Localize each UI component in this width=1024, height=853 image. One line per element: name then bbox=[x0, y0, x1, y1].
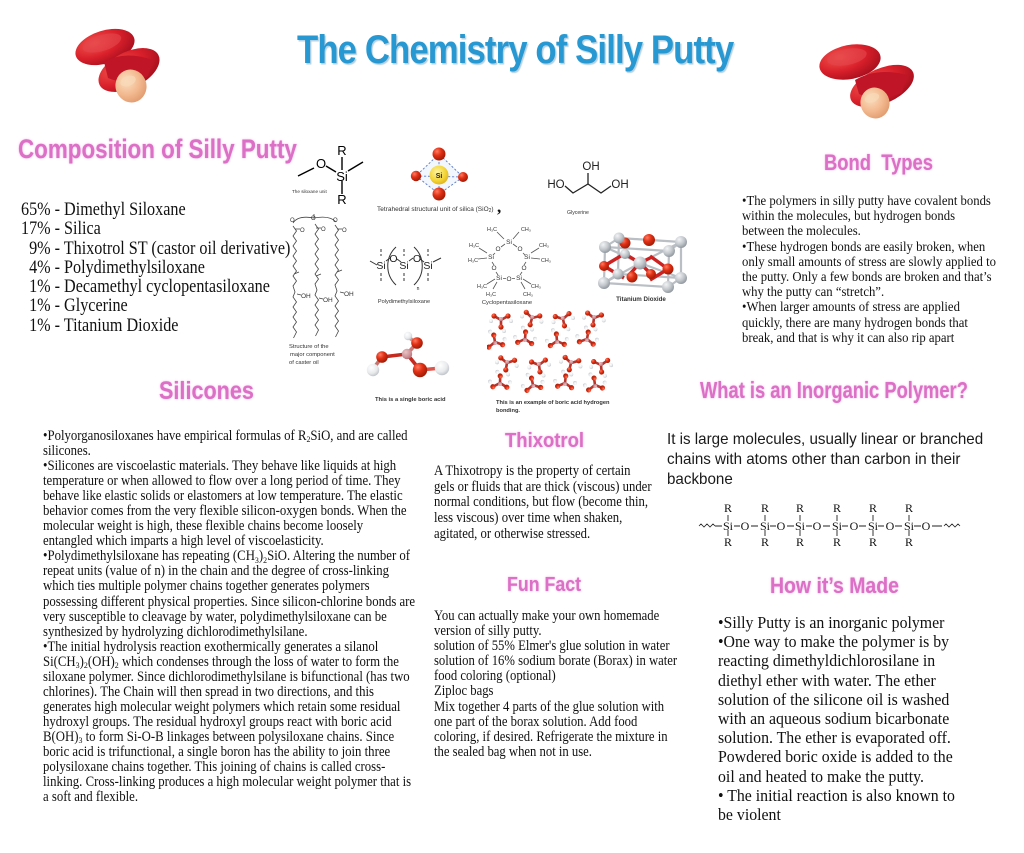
svg-text:The siloxane unit: The siloxane unit bbox=[292, 189, 327, 194]
svg-text:O: O bbox=[495, 246, 500, 253]
svg-text:Si: Si bbox=[832, 519, 843, 533]
svg-text:O: O bbox=[290, 218, 295, 224]
svg-text:Si: Si bbox=[436, 173, 443, 180]
svg-text:O: O bbox=[333, 218, 338, 224]
svg-text:CH₃: CH₃ bbox=[541, 258, 551, 264]
svg-text:R: R bbox=[724, 501, 732, 515]
svg-text:of caster oil: of caster oil bbox=[289, 360, 319, 366]
svg-text:R: R bbox=[337, 143, 346, 158]
svg-text:Si: Si bbox=[524, 254, 530, 261]
svg-text:Glycerine: Glycerine bbox=[567, 210, 589, 216]
svg-text:H₃C: H₃C bbox=[468, 258, 478, 264]
svg-text:R: R bbox=[796, 535, 804, 549]
svg-text:O: O bbox=[321, 227, 326, 233]
svg-text:Si: Si bbox=[376, 260, 385, 272]
svg-text:O: O bbox=[389, 253, 397, 265]
svg-text:O: O bbox=[813, 519, 822, 533]
svg-text:O: O bbox=[316, 156, 326, 171]
svg-text:R: R bbox=[833, 535, 841, 549]
svg-text:R: R bbox=[724, 535, 732, 549]
svg-text:O: O bbox=[342, 228, 347, 234]
svg-text:H₃C: H₃C bbox=[486, 292, 496, 298]
svg-text:bonding.: bonding. bbox=[496, 408, 520, 414]
svg-text:R: R bbox=[833, 501, 841, 515]
svg-text:O: O bbox=[517, 246, 522, 253]
svg-text:OH: OH bbox=[344, 291, 354, 298]
svg-text:O: O bbox=[311, 216, 316, 222]
svg-text:O: O bbox=[300, 228, 305, 234]
svg-text:CH₃: CH₃ bbox=[523, 292, 533, 298]
svg-text:O: O bbox=[741, 519, 750, 533]
svg-text:Si: Si bbox=[496, 275, 502, 282]
svg-text:Si: Si bbox=[868, 519, 879, 533]
svg-text:O: O bbox=[850, 519, 859, 533]
svg-text:Si: Si bbox=[723, 519, 734, 533]
svg-text:Cyclopentasiloxane: Cyclopentasiloxane bbox=[482, 300, 532, 306]
svg-text:CH₃: CH₃ bbox=[521, 227, 531, 233]
svg-text:Si: Si bbox=[399, 260, 408, 272]
svg-text:H₃C: H₃C bbox=[477, 284, 487, 290]
svg-text:OH: OH bbox=[582, 161, 599, 173]
svg-text:OH: OH bbox=[301, 293, 311, 300]
svg-text:CH₃: CH₃ bbox=[531, 284, 541, 290]
svg-text:major component: major component bbox=[290, 352, 335, 358]
svg-text:R: R bbox=[869, 535, 877, 549]
svg-text:O: O bbox=[922, 519, 931, 533]
svg-text:R: R bbox=[761, 501, 769, 515]
svg-text:Si: Si bbox=[336, 169, 348, 184]
svg-text:O: O bbox=[777, 519, 786, 533]
svg-text:Si: Si bbox=[795, 519, 806, 533]
svg-text:This is a single boric acid: This is a single boric acid bbox=[375, 397, 446, 403]
svg-text:Titanium Dioxide: Titanium Dioxide bbox=[616, 296, 666, 303]
svg-text:R: R bbox=[761, 535, 769, 549]
svg-text:CH₃: CH₃ bbox=[539, 243, 549, 249]
svg-text:O: O bbox=[413, 253, 421, 265]
svg-text:H₃C: H₃C bbox=[487, 227, 497, 233]
svg-text:R: R bbox=[905, 501, 913, 515]
svg-text:OH: OH bbox=[323, 297, 333, 304]
svg-text:Polydimethylsiloxane: Polydimethylsiloxane bbox=[378, 299, 430, 305]
svg-text:n: n bbox=[417, 286, 420, 292]
svg-text:Si: Si bbox=[760, 519, 771, 533]
svg-text:R: R bbox=[337, 192, 346, 207]
svg-text:R: R bbox=[796, 501, 804, 515]
svg-text:Si: Si bbox=[488, 254, 494, 261]
svg-text:HO: HO bbox=[547, 179, 564, 191]
svg-text:OH: OH bbox=[611, 179, 628, 191]
svg-text:O: O bbox=[506, 276, 511, 283]
svg-text:O: O bbox=[886, 519, 895, 533]
svg-text:R: R bbox=[869, 501, 877, 515]
svg-text:R: R bbox=[905, 535, 913, 549]
svg-text:Si: Si bbox=[904, 519, 915, 533]
svg-text:This is an example of boric ac: This is an example of boric acid hydroge… bbox=[496, 400, 610, 406]
svg-text:Si: Si bbox=[506, 239, 512, 246]
svg-text:O: O bbox=[491, 265, 496, 272]
svg-text:Si: Si bbox=[516, 275, 522, 282]
svg-text:Si: Si bbox=[423, 260, 432, 272]
svg-text:O: O bbox=[521, 265, 526, 272]
svg-text:H₃C: H₃C bbox=[469, 243, 479, 249]
svg-text:Structure of the: Structure of the bbox=[289, 344, 329, 350]
